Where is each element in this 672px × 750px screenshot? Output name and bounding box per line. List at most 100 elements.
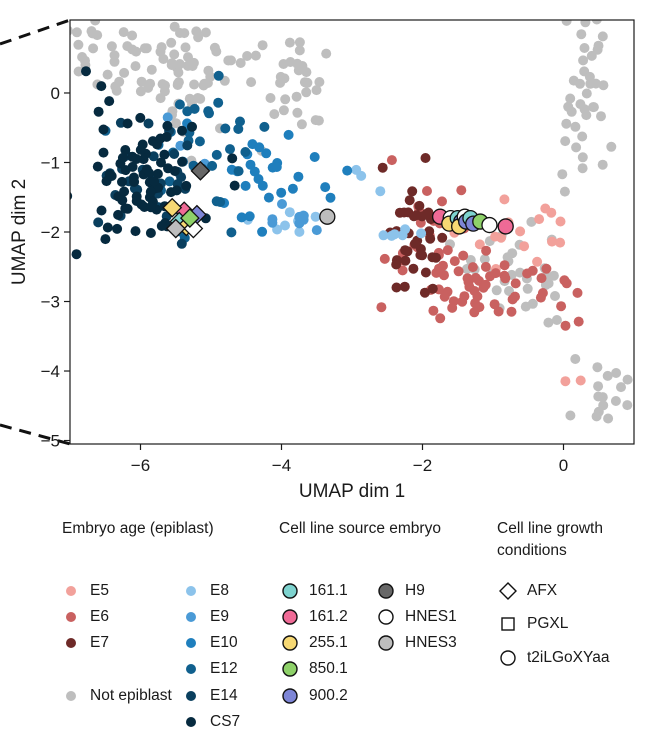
point-not-epiblast	[73, 39, 84, 50]
legend-item-pgxl: PGXL	[497, 613, 568, 635]
legend-key-cs7	[180, 711, 202, 733]
point-e6	[559, 275, 570, 286]
point-e5	[555, 237, 566, 248]
point-e6	[493, 306, 504, 317]
point-not-epiblast	[560, 136, 571, 147]
legend-key-e8	[180, 580, 202, 602]
point-e8	[397, 230, 408, 241]
legend-key-255-1	[279, 632, 301, 654]
point-e6	[437, 196, 447, 207]
point-cs7	[120, 145, 131, 155]
point-cs7	[145, 202, 156, 213]
legend-embryo-age-title: Embryo age (epiblast)	[62, 520, 214, 537]
point-cs7	[92, 161, 103, 172]
point-e12	[211, 149, 222, 160]
point-not-epiblast	[145, 78, 156, 89]
point-not-epiblast	[588, 6, 598, 16]
point-not-epiblast	[551, 315, 562, 325]
point-e6	[510, 278, 521, 289]
point-not-epiblast	[575, 78, 585, 89]
point-e10	[342, 165, 353, 176]
point-not-epiblast	[561, 20, 572, 26]
point-e5	[555, 216, 566, 227]
point-e5	[532, 256, 543, 267]
legend-label: PGXL	[527, 615, 569, 632]
legend-item-e8: E8	[180, 580, 229, 602]
point-cs7	[71, 249, 82, 260]
legend-label: 850.1	[309, 660, 348, 677]
point-e7	[407, 186, 418, 197]
point-e12	[220, 123, 231, 134]
point-not-epiblast	[597, 159, 608, 170]
point-e6	[453, 266, 464, 277]
cell-line-hnes3-t2ilgoxyaa	[319, 208, 336, 225]
point-e10	[271, 162, 282, 172]
point-not-epiblast	[565, 410, 576, 421]
y-tick-label: −3	[41, 293, 60, 312]
point-not-epiblast	[479, 254, 490, 265]
legend-label: H9	[405, 582, 425, 599]
point-not-epiblast	[275, 71, 286, 82]
point-e9	[277, 199, 287, 209]
point-e7	[404, 195, 415, 206]
point-e8	[310, 211, 321, 222]
legend-label: E5	[90, 582, 109, 599]
legend-growth-title-line1: Cell line growth	[497, 520, 603, 537]
point-not-epiblast	[173, 77, 184, 88]
point-not-epiblast	[581, 88, 592, 99]
point-not-epiblast	[588, 102, 599, 113]
legend-item-afx: AFX	[497, 580, 557, 602]
point-e7	[423, 207, 434, 218]
point-e12	[235, 116, 245, 127]
point-cs7	[96, 205, 107, 216]
point-not-epiblast	[550, 291, 560, 301]
point-e10	[309, 152, 320, 162]
legend-item-hnes1: HNES1	[375, 606, 457, 628]
point-not-epiblast	[269, 109, 280, 120]
legend-label: E10	[210, 634, 238, 651]
point-cs7	[98, 147, 109, 158]
legend-item-161-1: 161.1	[279, 580, 348, 602]
point-not-epiblast	[90, 20, 101, 26]
point-e8	[284, 207, 295, 218]
legend-item-e12: E12	[180, 658, 238, 680]
inset-connector-lines	[0, 18, 71, 446]
point-cs7	[112, 223, 123, 234]
point-not-epiblast	[580, 20, 591, 28]
point-cs7	[130, 226, 141, 237]
legend-label: 161.2	[309, 608, 348, 625]
point-not-epiblast	[597, 392, 608, 403]
point-cs7	[93, 106, 104, 117]
point-e7	[399, 281, 410, 292]
point-e6	[442, 245, 453, 256]
point-not-epiblast	[571, 142, 582, 153]
point-e7	[425, 233, 436, 244]
point-e7	[410, 238, 420, 249]
point-cs7	[177, 125, 187, 136]
point-not-epiblast	[88, 43, 99, 54]
point-not-epiblast	[250, 50, 261, 61]
point-not-epiblast	[182, 60, 193, 71]
point-not-epiblast	[200, 27, 211, 38]
point-e7	[427, 283, 438, 294]
point-not-epiblast	[207, 0, 217, 4]
legend-source-embryo-title: Cell line source embryo	[279, 520, 441, 537]
point-cs7	[98, 124, 109, 135]
point-cs7	[156, 221, 167, 231]
point-cs7	[135, 144, 146, 155]
point-e5	[490, 231, 501, 242]
point-e6	[573, 316, 584, 327]
legend-item-e14: E14	[180, 685, 238, 707]
point-not-epiblast	[527, 298, 538, 309]
point-e5	[575, 375, 586, 386]
point-not-epiblast	[166, 37, 177, 48]
point-cs7	[227, 153, 238, 164]
x-tick-label: 0	[559, 456, 568, 475]
point-cs7	[187, 121, 197, 132]
point-cs7	[152, 168, 163, 179]
point-e10	[236, 212, 247, 223]
point-not-epiblast	[616, 382, 626, 393]
point-e5	[547, 236, 557, 247]
point-not-epiblast	[77, 52, 88, 62]
